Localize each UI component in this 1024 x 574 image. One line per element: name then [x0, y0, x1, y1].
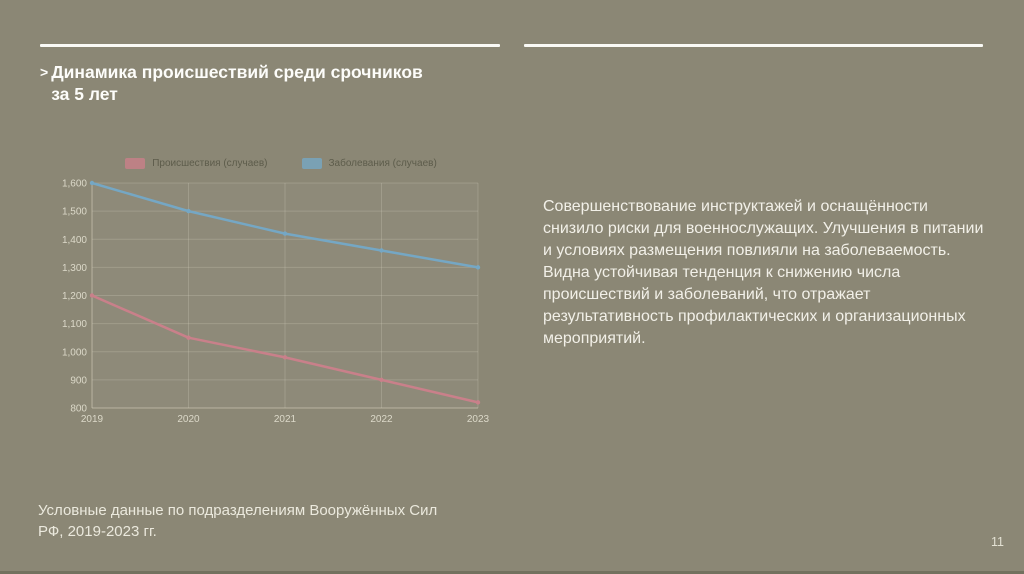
- slide-title-text: Динамика происшествий среди срочников за…: [51, 61, 423, 105]
- x-axis-tick-label: 2023: [467, 414, 490, 425]
- series-point: [475, 400, 481, 405]
- y-axis-tick-label: 800: [70, 404, 87, 415]
- series-point: [89, 180, 95, 186]
- line-chart: Происшествия (случаев) Заболевания (случа…: [60, 152, 502, 442]
- series-point: [186, 335, 191, 340]
- legend-label: Происшествия (случаев): [152, 158, 268, 169]
- y-axis-tick-label: 900: [70, 375, 87, 386]
- x-axis-tick-label: 2019: [81, 414, 104, 425]
- footer-line-2: РФ, 2019-2023 гг.: [38, 523, 157, 540]
- slide-title: > Динамика происшествий среди срочников …: [40, 61, 510, 105]
- title-line-2: за 5 лет: [51, 84, 118, 104]
- y-axis-tick-label: 1,000: [62, 347, 87, 358]
- legend-swatch: [301, 158, 322, 169]
- chart-canvas: 800 900 1,000 1,100 1,200 1,300 1,400 1,500 1,60…: [62, 179, 490, 426]
- series-point: [186, 208, 191, 214]
- legend-item: Заболевания (случаев): [301, 158, 437, 169]
- footer-line-1: Условные данные по подразделениям Вооруж…: [38, 502, 438, 519]
- legend-swatch: [125, 158, 146, 169]
- legend-label: Заболевания (случаев): [328, 158, 437, 169]
- top-rule-left: [40, 44, 500, 47]
- series-point: [89, 293, 95, 298]
- y-axis-tick-label: 1,100: [62, 319, 87, 330]
- commentary-text: Совершенствование инструктажей и оснащён…: [543, 196, 985, 350]
- title-line-1: Динамика происшествий среди срочников: [51, 62, 423, 82]
- series-point: [282, 231, 288, 236]
- y-axis-tick-label: 1,500: [62, 207, 87, 218]
- title-bullet: >: [40, 64, 49, 80]
- top-rule-right: [524, 44, 983, 47]
- y-axis-tick-label: 1,300: [62, 263, 87, 274]
- x-axis-tick-label: 2020: [177, 414, 200, 425]
- y-axis-tick-label: 1,400: [62, 235, 87, 246]
- series-point: [282, 355, 288, 360]
- chart-legend: Происшествия (случаев) Заболевания (случа…: [60, 158, 502, 169]
- commentary-paragraph-2: Видна устойчивая тенденция к снижению чи…: [543, 264, 966, 347]
- series-point: [475, 265, 481, 270]
- bottom-strip: [0, 571, 1024, 574]
- series-point: [379, 248, 384, 253]
- x-axis-tick-label: 2022: [370, 414, 393, 425]
- legend-item: Происшествия (случаев): [125, 158, 268, 169]
- page-number: 11: [991, 535, 1004, 549]
- series-point: [379, 377, 384, 383]
- x-axis-tick-label: 2021: [274, 414, 297, 425]
- y-axis-tick-label: 1,600: [62, 179, 87, 190]
- footer-note: Условные данные по подразделениям Вооруж…: [38, 500, 518, 542]
- y-axis-tick-label: 1,200: [62, 291, 87, 302]
- commentary-paragraph-1: Совершенствование инструктажей и оснащён…: [543, 198, 984, 259]
